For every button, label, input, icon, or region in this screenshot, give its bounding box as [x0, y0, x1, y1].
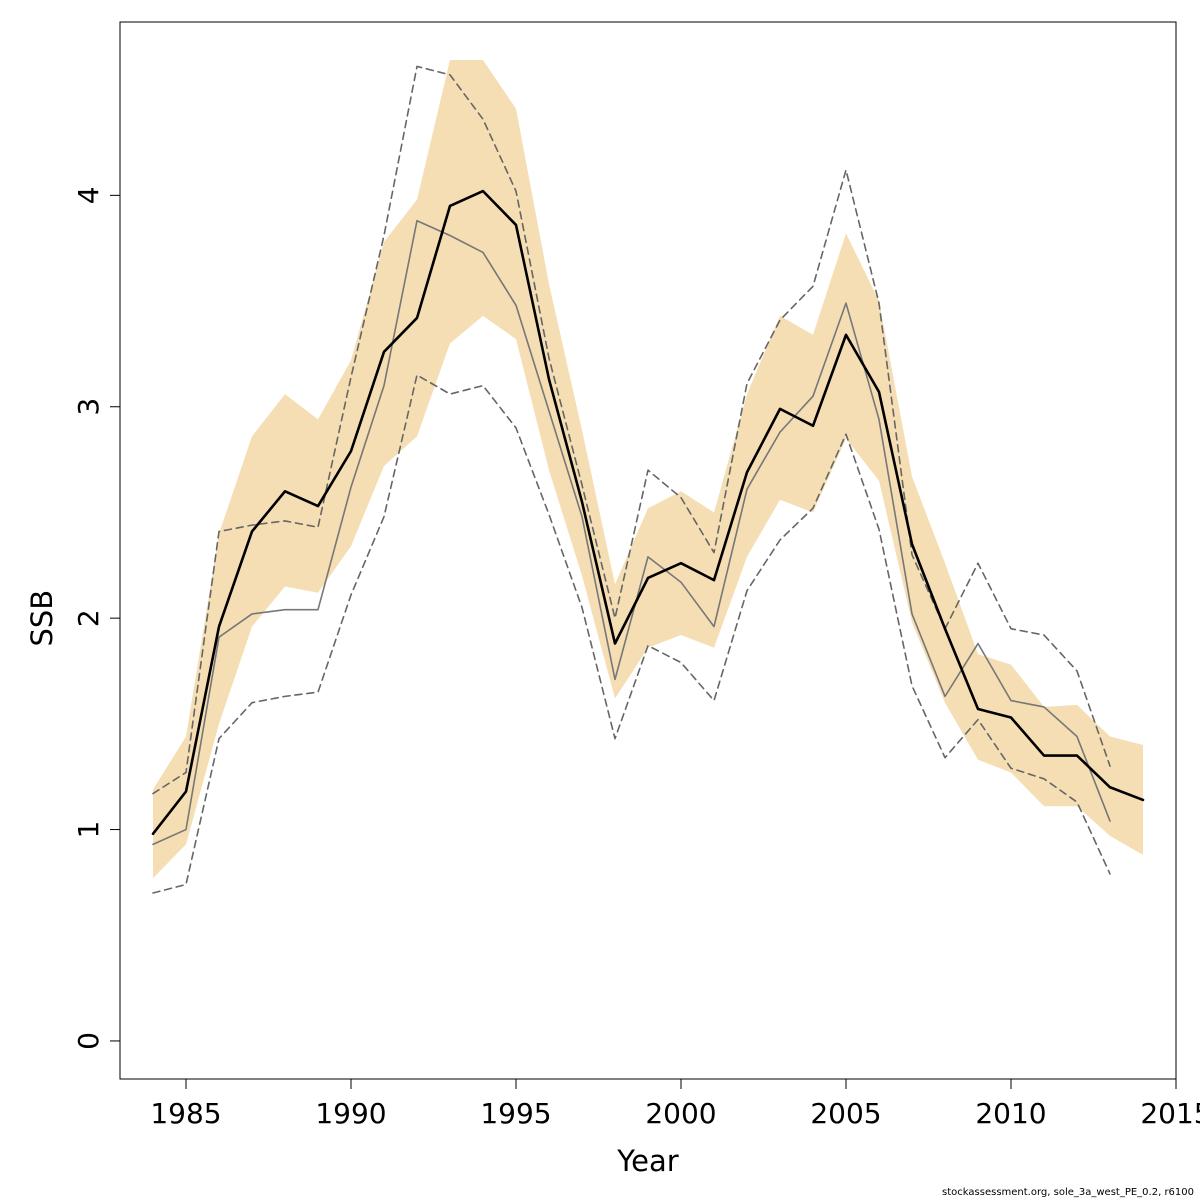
x-tick-label: 2010 — [975, 1097, 1046, 1130]
x-tick-label: 1990 — [315, 1097, 386, 1130]
y-tick-label: 2 — [72, 609, 105, 627]
y-tick-label: 4 — [72, 186, 105, 204]
y-tick-label: 0 — [72, 1032, 105, 1050]
series-line-estimate — [151, 189, 1145, 836]
series-line-grey — [152, 219, 1111, 846]
confidence-band — [153, 60, 1143, 879]
x-tick-label: 2005 — [810, 1097, 881, 1130]
x-tick-label: 1995 — [480, 1097, 551, 1130]
y-axis: 0 1 2 3 4 — [72, 186, 121, 1050]
y-axis-title: SSB — [25, 590, 59, 647]
series-lines-layer — [151, 65, 1145, 894]
series-line-dashed-1 — [152, 374, 1111, 894]
footer-credit: stockassessment.org, sole_3a_west_PE_0.2… — [942, 1187, 1194, 1198]
x-tick-label: 2000 — [645, 1097, 716, 1130]
x-tick-label: 2015 — [1140, 1097, 1200, 1130]
confidence-band-layer — [153, 60, 1143, 879]
y-tick-label: 3 — [72, 398, 105, 416]
x-axis-title: Year — [616, 1144, 678, 1178]
x-axis: 1985 1990 1995 2000 2005 2010 2015 — [150, 1078, 1200, 1130]
series-line-dashed-0 — [152, 65, 1111, 795]
y-tick-label: 1 — [72, 821, 105, 839]
x-tick-label: 1985 — [150, 1097, 221, 1130]
